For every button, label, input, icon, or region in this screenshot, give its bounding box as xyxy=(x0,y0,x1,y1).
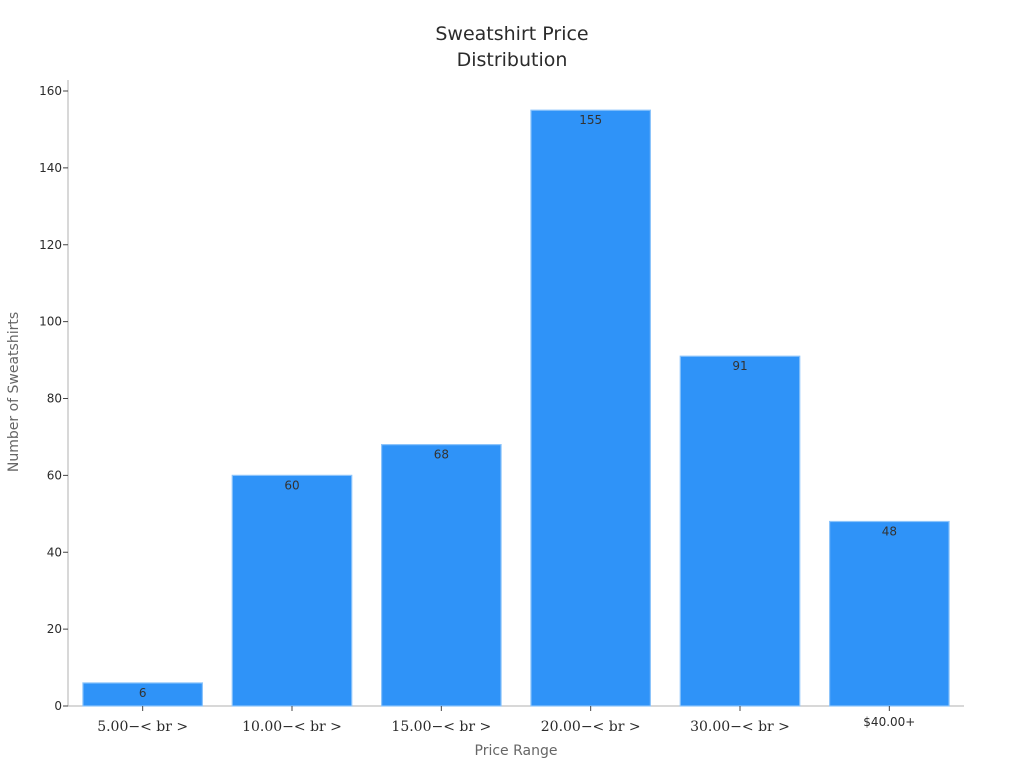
y-tick-label: 120 xyxy=(39,238,62,252)
y-tick-label: 40 xyxy=(47,545,62,559)
bar-value-label: 60 xyxy=(284,478,299,492)
y-tick-label: 100 xyxy=(39,315,62,329)
x-tick-label: 15.00−< br > xyxy=(391,719,491,735)
y-tick-label: 0 xyxy=(54,699,62,713)
chart-title-line-1: Sweatshirt Price xyxy=(435,23,588,45)
bar xyxy=(530,109,652,707)
bar xyxy=(679,355,801,707)
data-labels: 6 60 68 155 91 48 xyxy=(139,113,897,700)
x-axis-title: Price Range xyxy=(475,743,558,759)
y-tick-label: 160 xyxy=(39,84,62,98)
y-axis-title: Number of Sweatshirts xyxy=(6,312,22,472)
bars xyxy=(82,109,950,707)
bar-value-label: 155 xyxy=(579,113,602,127)
y-tick-label: 20 xyxy=(47,622,62,636)
bar xyxy=(828,520,950,707)
bar-value-label: 6 xyxy=(139,686,147,700)
x-tick-label: 20.00−< br > xyxy=(541,719,641,735)
x-tick-label: 10.00−< br > xyxy=(242,719,342,735)
axes xyxy=(67,80,964,707)
y-tick-label: 60 xyxy=(47,468,62,482)
bar-value-label: 48 xyxy=(882,525,897,539)
y-ticks: 0 20 40 60 80 100 120 140 160 xyxy=(39,84,68,713)
y-tick-label: 140 xyxy=(39,161,62,175)
bar-value-label: 68 xyxy=(434,448,449,462)
chart-title-line-2: Distribution xyxy=(457,49,568,71)
x-tick-label: 5.00−< br > xyxy=(97,719,188,735)
bar xyxy=(381,444,502,707)
x-ticks: 5.00−< br > 10.00−< br > 15.00−< br > 20.00… xyxy=(97,706,915,735)
bar-value-label: 91 xyxy=(732,359,747,373)
y-tick-label: 80 xyxy=(47,392,62,406)
x-tick-label: 30.00−< br > xyxy=(690,719,790,735)
x-tick-label: $40.00+ xyxy=(863,715,915,729)
bar xyxy=(231,474,353,707)
